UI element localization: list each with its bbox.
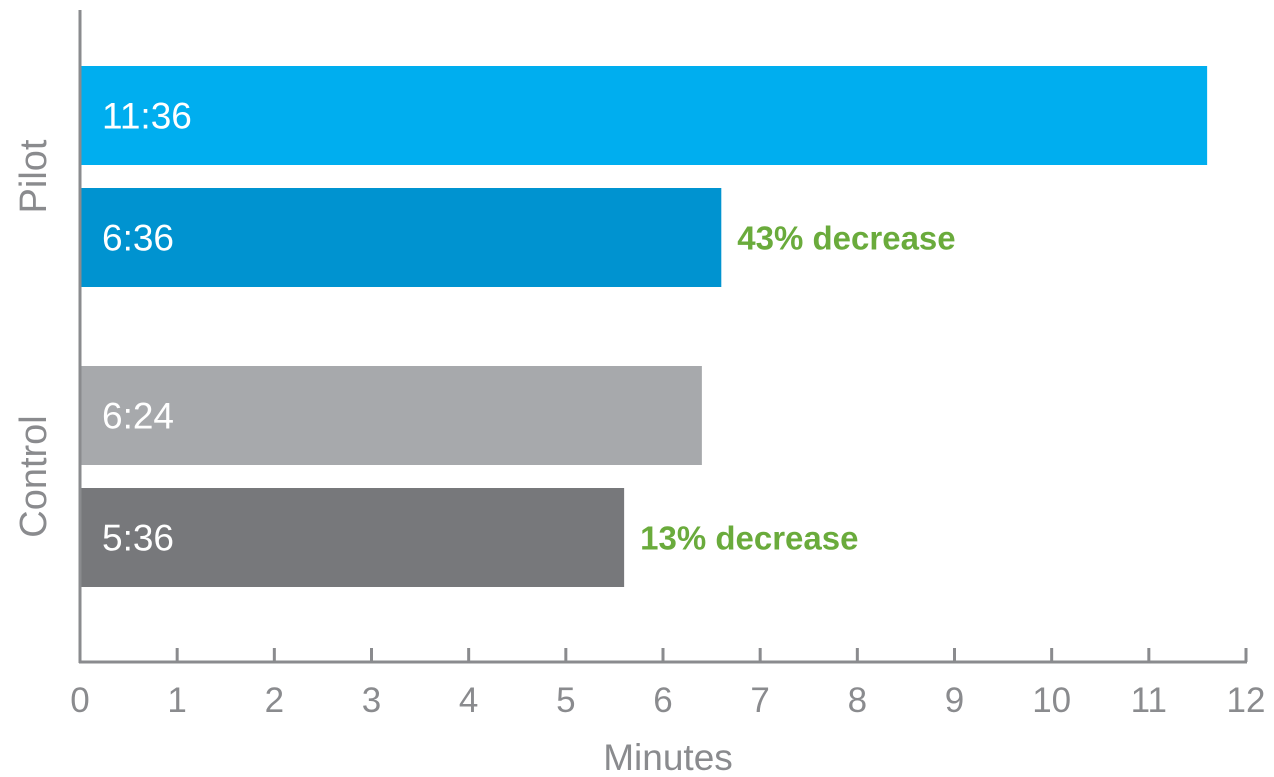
x-tick-label: 4 — [459, 681, 478, 720]
x-tick-label: 5 — [556, 681, 575, 720]
x-tick-label: 10 — [1032, 681, 1071, 720]
x-tick-label: 8 — [848, 681, 867, 720]
x-tick-label: 11 — [1131, 681, 1167, 720]
x-tick-label: 6 — [653, 681, 672, 720]
bars-layer: 11:36 6:36 43% decrease Pilot 6:24 5:36 13% de… — [13, 66, 1208, 587]
bar-control-2 — [80, 488, 625, 587]
x-tick-label: 9 — [945, 681, 964, 720]
bar-value-label: 6:24 — [102, 396, 174, 437]
x-tick-label: 7 — [750, 681, 769, 720]
group-label-control: Control — [13, 415, 55, 538]
group-label-pilot: Pilot — [13, 139, 55, 213]
x-tick-label: 3 — [362, 681, 381, 720]
x-axis-title: Minutes — [603, 737, 733, 777]
bar-value-label: 5:36 — [102, 518, 174, 559]
bar-value-label: 6:36 — [102, 218, 174, 259]
x-tick-label: 0 — [70, 681, 89, 720]
x-tick-label: 2 — [265, 681, 284, 720]
bar-control-1 — [80, 366, 702, 465]
x-tick-label: 12 — [1227, 681, 1266, 720]
x-axis: 0 1 2 3 4 5 6 7 8 9 10 11 12 — [70, 10, 1265, 720]
bar-pilot-2 — [80, 188, 722, 287]
bar-value-label: 11:36 — [102, 96, 192, 137]
decrease-annotation: 43% decrease — [737, 220, 955, 257]
decrease-annotation: 13% decrease — [640, 520, 858, 557]
bar-pilot-1 — [80, 66, 1208, 165]
x-tick-label: 1 — [167, 681, 186, 720]
